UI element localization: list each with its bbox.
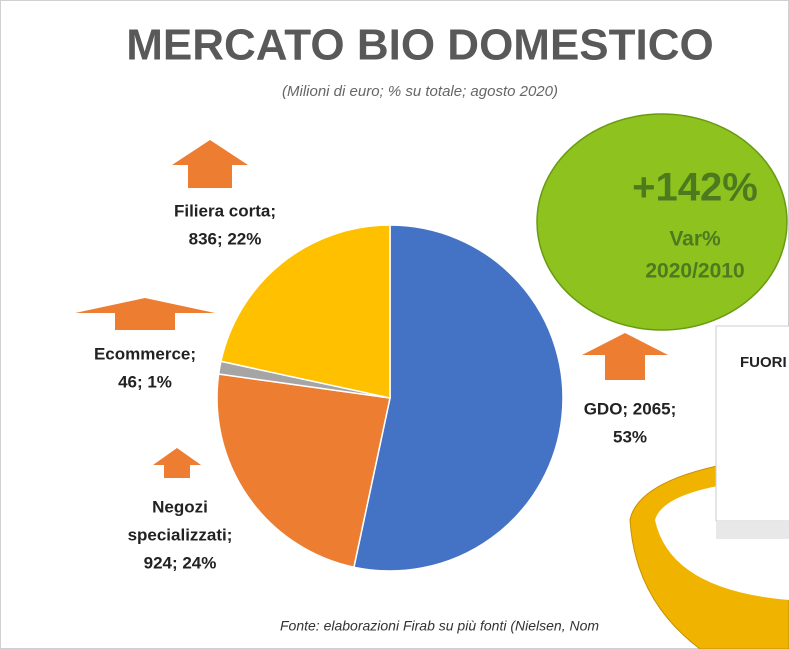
box-shadow [716,521,789,539]
data-label: 46; 1% [118,372,172,391]
pie-slice [220,224,391,399]
pie-slice [353,224,564,572]
arrow [582,333,668,380]
box-text: FUORI [740,354,787,371]
source: Fonte: elaborazioni Firab su più fonti (… [280,618,599,634]
callout-bubble [536,113,788,331]
data-label: Ecommerce; [94,344,196,363]
arrow [75,298,215,330]
callout-label: Var% [669,228,721,251]
data-label: 53% [613,427,647,446]
pie [216,224,564,572]
data-label: Negozi [152,497,208,516]
callout-label: 2020/2010 [645,260,744,283]
box [715,325,789,522]
data-label: GDO; 2065; [584,399,677,418]
arrow [153,448,201,478]
data-label: 924; 24% [144,553,217,572]
chart-subtitle: (Milioni di euro; % su totale; agosto 20… [282,83,558,100]
data-label: specializzati; [128,525,233,544]
arrow [172,140,248,188]
data-label: 836; 22% [189,229,262,248]
data-label: Filiera corta; [174,201,276,220]
callout-value: +142% [632,166,758,210]
pie-slice [216,373,391,569]
chart-title: MERCATO BIO DOMESTICO [126,21,714,70]
